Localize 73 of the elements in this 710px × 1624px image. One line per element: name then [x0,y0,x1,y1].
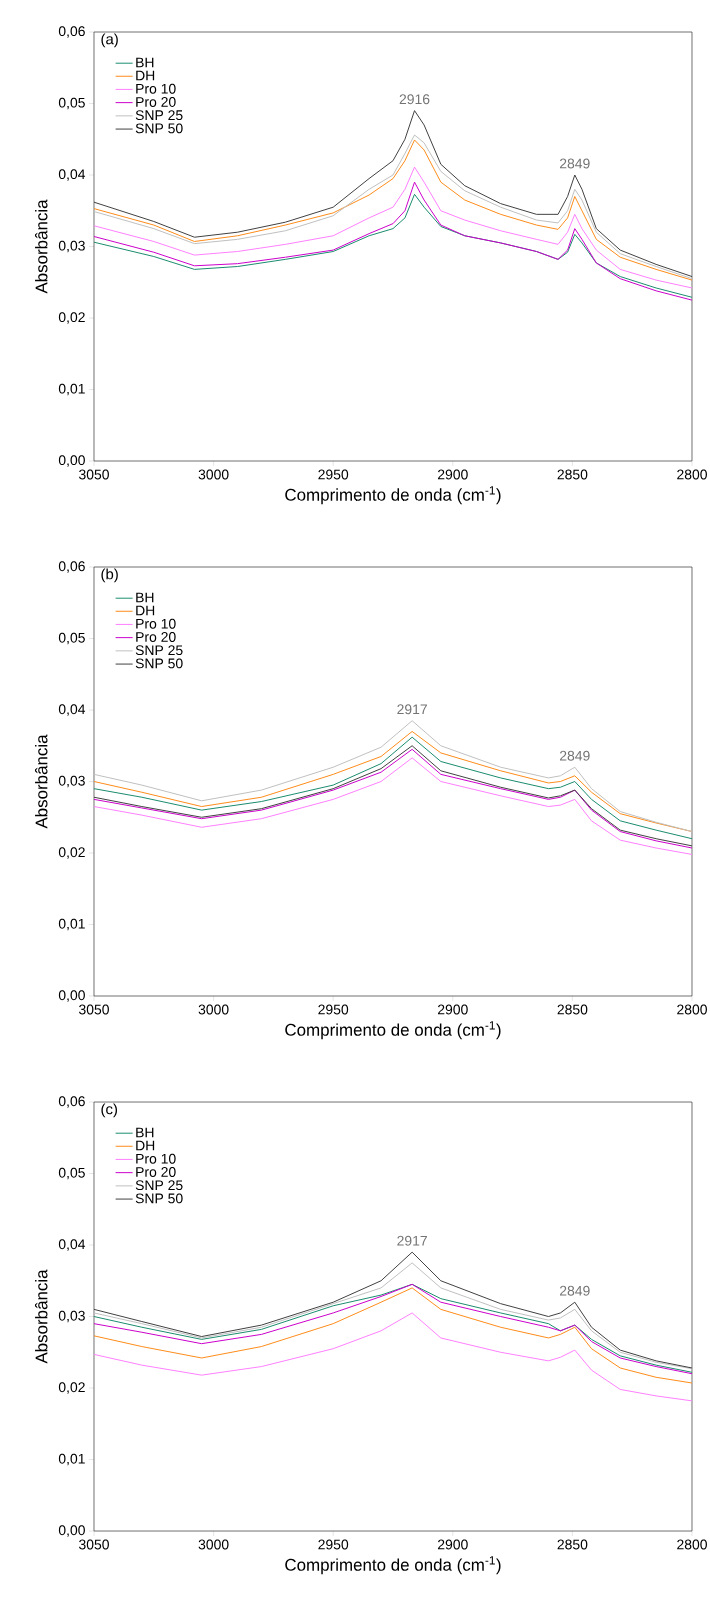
annotation: 2917 [397,704,427,715]
y-tick-label: 0,03 [58,1310,85,1323]
x-tick-label: 3000 [198,1539,229,1550]
x-axis-title: Comprimento de onda (cm$^{-1}$) [285,1556,501,1575]
chart-title: (a) [101,33,118,48]
legend-label: Pro 10 [136,618,176,629]
y-tick-label: 0,02 [58,847,85,859]
legend-label: SNP 50 [135,123,183,134]
legend-label: SNP 25 [135,645,183,656]
legend-label: BH [136,57,154,68]
x-tick-label: 2850 [557,469,588,480]
y-axis-title: Absorbância [34,199,48,294]
x-tick-label: 3050 [79,1539,109,1550]
x-tick-label: 2850 [557,1004,588,1015]
y-tick-label: 0,04 [58,704,86,716]
annotation: 2849 [559,1285,590,1296]
x-tick-label: 2950 [318,469,349,480]
y-tick-label: 0,04 [58,1239,86,1251]
x-tick-label: 3050 [79,1004,109,1015]
legend-label: Pro 20 [136,1167,176,1177]
legend-label: SNP 50 [135,658,183,669]
y-tick-label: 0,06 [58,26,85,38]
legend-label: DH [136,70,155,81]
y-tick-label: 0,03 [58,240,85,253]
legend-label: DH [136,605,155,616]
legend-label: Pro 20 [136,97,176,107]
x-tick-label: 2950 [318,1004,349,1015]
x-tick-label: 2950 [318,1539,349,1550]
x-tick-label: 2800 [677,1539,707,1550]
y-tick-label: 0,00 [58,1525,85,1537]
y-tick-label: 0,00 [58,990,85,1002]
x-tick-label: 2850 [557,1539,588,1550]
legend-label: SNP 25 [135,1180,183,1191]
legend-label: SNP 25 [135,110,183,121]
x-tick-label: 2900 [437,1539,468,1550]
y-tick-label: 0,06 [58,1096,85,1108]
legend-label: BH [136,592,154,603]
x-tick-label: 2900 [437,469,468,480]
legend-label: SNP 50 [135,1193,183,1204]
y-tick-label: 0,05 [58,97,85,110]
chart-title: (c) [101,1103,117,1118]
y-axis-title: Absorbância [34,734,48,829]
legend-label: DH [136,1140,155,1151]
x-tick-label: 3050 [79,469,109,480]
y-tick-label: 0,04 [58,169,86,181]
y-tick-label: 0,00 [58,455,85,467]
y-tick-label: 0,02 [58,1382,85,1394]
legend-label: Pro 10 [136,83,176,94]
annotation: 2849 [559,158,590,169]
y-tick-label: 0,01 [58,383,85,396]
y-tick-label: 0,05 [58,632,85,645]
y-tick-label: 0,05 [58,1167,85,1180]
y-tick-label: 0,02 [58,312,85,324]
y-tick-label: 0,01 [58,918,85,931]
annotation: 2917 [397,1235,427,1246]
legend-label: Pro 10 [136,1153,176,1164]
y-tick-label: 0,03 [58,775,85,788]
y-tick-label: 0,06 [58,561,85,573]
y-axis-title: Absorbância [34,1269,48,1364]
x-tick-label: 3000 [198,469,229,480]
annotation: 2849 [559,750,590,761]
annotation: 2916 [399,94,430,105]
x-axis-title: Comprimento de onda (cm$^{-1}$) [285,486,501,505]
legend-label: Pro 20 [136,632,176,642]
chart-title: (b) [101,568,118,583]
x-tick-label: 3000 [198,1004,229,1015]
x-tick-label: 2800 [677,469,707,480]
line-series [93,1312,692,1402]
legend-label: BH [136,1127,154,1138]
x-tick-label: 2800 [677,1004,707,1015]
x-tick-label: 2900 [437,1004,468,1015]
x-axis-title: Comprimento de onda (cm$^{-1}$) [285,1021,501,1040]
y-tick-label: 0,01 [58,1453,85,1466]
